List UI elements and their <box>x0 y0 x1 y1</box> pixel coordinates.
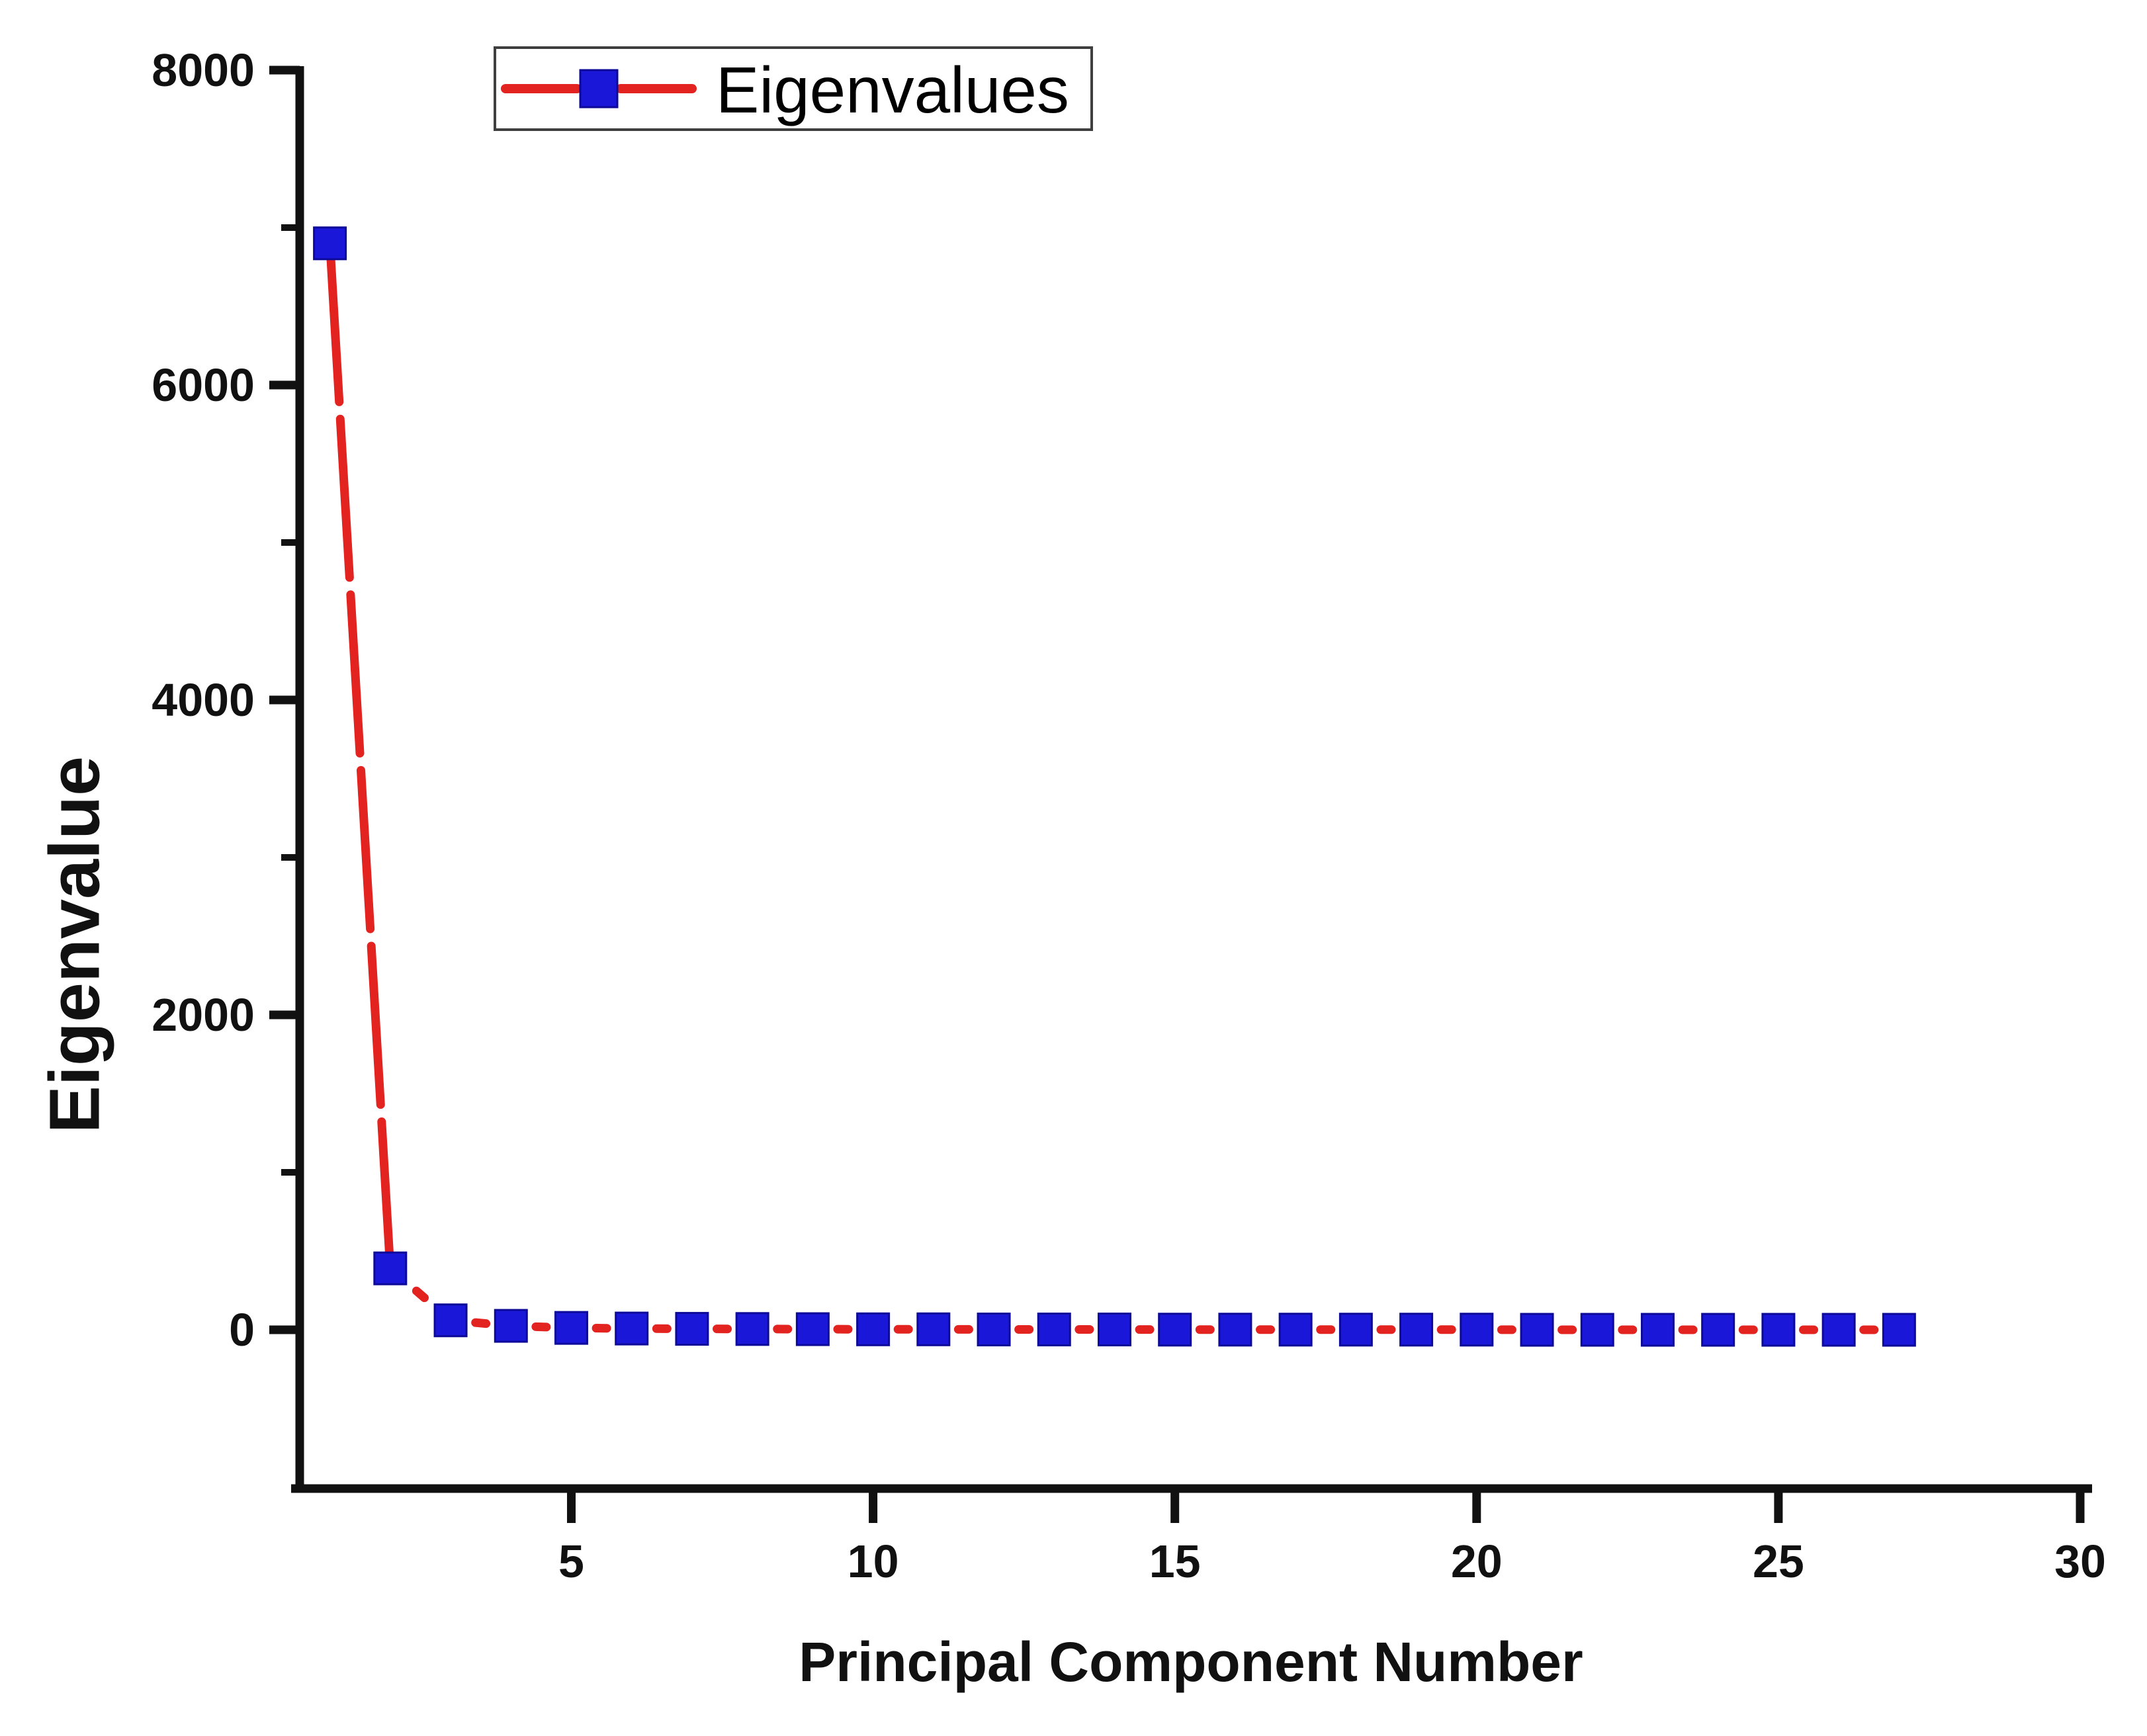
data-point-marker <box>1098 1314 1130 1346</box>
data-point-marker <box>435 1305 466 1336</box>
data-point-marker <box>1219 1314 1251 1346</box>
y-tick-label: 8000 <box>152 44 255 96</box>
x-tick-label: 10 <box>848 1536 899 1587</box>
data-point-marker <box>1521 1314 1553 1346</box>
data-point-marker <box>555 1312 587 1344</box>
x-tick-label: 15 <box>1149 1536 1201 1587</box>
x-tick-label: 30 <box>2054 1536 2106 1587</box>
data-point-marker <box>1581 1314 1613 1346</box>
x-tick-label: 5 <box>558 1536 584 1587</box>
data-point-marker <box>1038 1314 1070 1346</box>
legend: Eigenvalues <box>495 48 1092 130</box>
plot-area: 0 2000 4000 6000 8000 5 10 15 20 25 30 <box>152 44 2106 1587</box>
data-point-marker <box>736 1313 768 1345</box>
data-point-marker <box>797 1313 828 1345</box>
data-line-segment <box>330 243 390 1268</box>
x-tick-label: 20 <box>1451 1536 1503 1587</box>
data-point-marker <box>1159 1314 1191 1346</box>
legend-marker-square <box>580 70 617 107</box>
data-point-marker <box>1461 1314 1493 1346</box>
y-tick-label: 6000 <box>152 359 255 411</box>
data-point-marker <box>1763 1314 1794 1346</box>
data-point-marker <box>676 1313 708 1345</box>
y-tick-label: 4000 <box>152 674 255 726</box>
x-tick-label: 25 <box>1753 1536 1804 1587</box>
y-axis-title: Eigenvalue <box>34 756 114 1133</box>
x-axis-title: Principal Component Number <box>799 1631 1583 1693</box>
data-point-marker <box>918 1313 949 1345</box>
data-point-marker <box>1702 1314 1734 1346</box>
data-point-marker <box>616 1313 648 1344</box>
data-point-marker <box>1823 1314 1855 1346</box>
data-point-marker <box>1883 1314 1915 1346</box>
y-tick-label: 0 <box>229 1304 255 1356</box>
data-point-marker <box>1642 1314 1673 1346</box>
data-point-marker <box>857 1313 889 1345</box>
data-point-marker <box>978 1314 1010 1346</box>
legend-label: Eigenvalues <box>716 54 1069 126</box>
y-tick-label: 2000 <box>152 989 255 1041</box>
data-point-marker <box>374 1252 406 1284</box>
data-point-marker <box>314 228 346 259</box>
data-point-marker <box>1280 1314 1311 1346</box>
data-point-marker <box>1401 1314 1432 1346</box>
data-point-marker <box>495 1310 527 1342</box>
data-point-marker <box>1340 1314 1372 1346</box>
